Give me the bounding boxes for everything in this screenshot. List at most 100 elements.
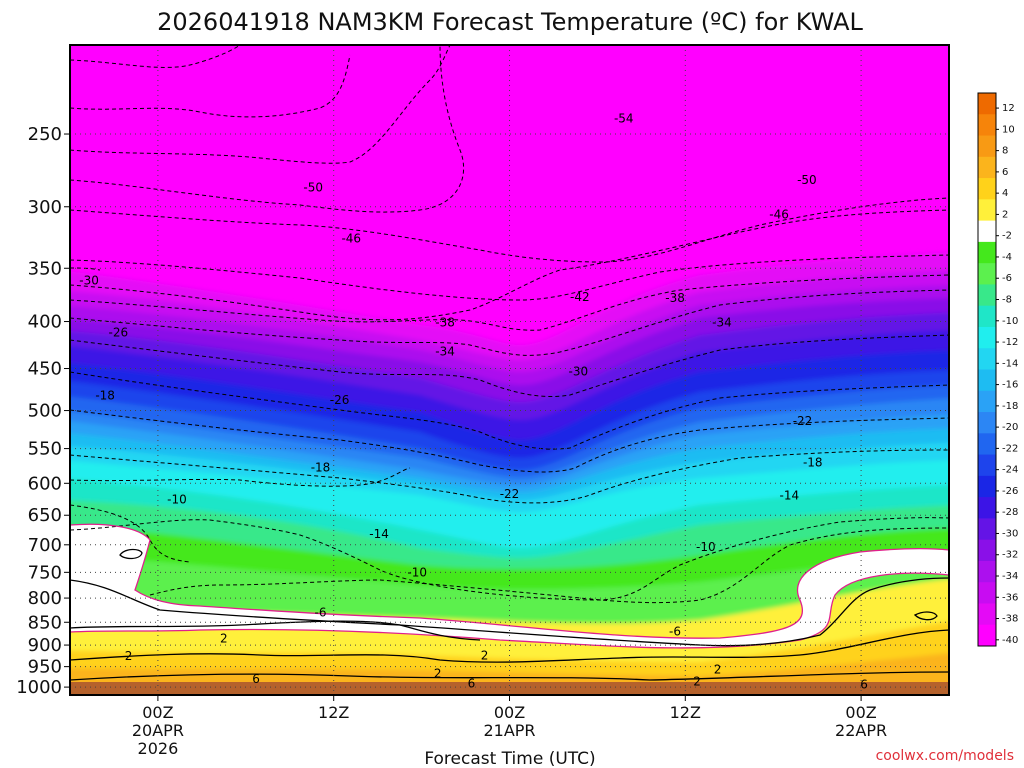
- x-tick-label: 20APR: [132, 721, 184, 740]
- colorbar-swatch: [978, 518, 996, 541]
- contour-label: 2: [693, 675, 701, 689]
- colorbar-label: -38: [1002, 614, 1018, 625]
- colorbar-swatch: [978, 156, 996, 179]
- colorbar-label: -28: [1002, 507, 1018, 518]
- plot-grid: [70, 45, 949, 695]
- y-tick-label: 300: [28, 197, 62, 218]
- colorbar-swatch: [978, 284, 996, 307]
- colorbar-label: -26: [1002, 486, 1018, 497]
- contour-label: -34: [435, 344, 455, 358]
- colorbar-label: 10: [1002, 124, 1015, 135]
- colorbar-label: -10: [1002, 316, 1018, 327]
- colorbar-swatch: [978, 369, 996, 392]
- x-tick-label: 22APR: [835, 721, 887, 740]
- contour-label: 2: [714, 663, 722, 677]
- y-tick-label: 350: [28, 258, 62, 279]
- y-tick-label: 400: [28, 312, 62, 333]
- y-tick-label: 900: [28, 635, 62, 656]
- colorbar-swatch: [978, 390, 996, 413]
- contour-label: -6: [315, 605, 327, 619]
- contour-label: -34: [712, 316, 732, 330]
- contour-label: -26: [330, 393, 350, 407]
- credit-text: coolwx.com/models: [876, 748, 1014, 764]
- colorbar-label: -18: [1002, 401, 1018, 412]
- colorbar-swatch: [978, 624, 996, 647]
- colorbar-label: -22: [1002, 443, 1018, 454]
- colorbar-swatch: [978, 114, 996, 137]
- colorbar-label: -2: [1002, 231, 1012, 242]
- contour-label: -46: [769, 207, 789, 221]
- contour-label: -54: [614, 112, 634, 126]
- colorbar-swatch: [978, 326, 996, 349]
- contour-label: -14: [780, 488, 800, 502]
- colorbar-swatch: [978, 348, 996, 370]
- colorbar: 12 10 8 6 4 2 -2 -4 -6 -8 -10 -12 -14 -16 -18 -20 -22 -24…: [977, 92, 1018, 647]
- contour-label: -46: [341, 231, 361, 245]
- x-tick-label: 00Z: [845, 703, 876, 722]
- colorbar-swatch: [978, 560, 996, 583]
- contour-label: -18: [311, 460, 331, 474]
- colorbar-swatch: [978, 263, 996, 285]
- x-tick-label: 21APR: [483, 721, 535, 740]
- x-tick-label: 00Z: [142, 703, 173, 722]
- colorbar-label: 2: [1002, 209, 1008, 220]
- contour-label: -42: [570, 290, 590, 304]
- colorbar-swatch: [978, 135, 996, 158]
- contour-label: 6: [860, 677, 868, 691]
- y-tick-label: 500: [28, 401, 62, 422]
- colorbar-label: -30: [1002, 528, 1018, 539]
- y-tick-label: 550: [28, 439, 62, 460]
- contour-label: -6: [669, 625, 681, 639]
- y-axis: 2503003504004505005506006507007508008509…: [16, 124, 70, 698]
- contour-label: -38: [665, 291, 685, 305]
- colorbar-swatch: [978, 305, 996, 328]
- colorbar-swatch: [978, 199, 996, 222]
- colorbar-label: -36: [1002, 592, 1018, 603]
- colorbar-swatch: [978, 412, 996, 434]
- contour-value-labels: -54 -50 -50 -46 -46 -42 -38 -38 -34 -34 -30 -30 -26 -…: [79, 112, 868, 692]
- contour-label: -30: [569, 364, 589, 378]
- contour-label: -50: [797, 173, 817, 187]
- contour-label: 2: [481, 649, 489, 663]
- y-tick-label: 450: [28, 359, 62, 380]
- x-tick-label: 12Z: [670, 703, 701, 722]
- contour-label: -50: [303, 180, 323, 194]
- contour-label: 2: [125, 649, 133, 663]
- colorbar-label: -40: [1002, 635, 1018, 646]
- y-tick-label: 600: [28, 473, 62, 494]
- contour-label: -38: [435, 316, 455, 330]
- colorbar-label: -34: [1002, 571, 1018, 582]
- contour-label: -14: [369, 527, 389, 541]
- colorbar-label: -16: [1002, 380, 1018, 391]
- contour-label: -26: [109, 325, 129, 339]
- colorbar-swatch: [978, 220, 996, 243]
- colorbar-swatch: [978, 241, 996, 264]
- contour-label: 2: [434, 666, 442, 680]
- x-axis-title: Forecast Time (UTC): [424, 749, 595, 768]
- colorbar-label: -6: [1002, 273, 1012, 284]
- colorbar-label: -12: [1002, 337, 1018, 348]
- y-tick-label: 700: [28, 535, 62, 556]
- contour-label: -18: [803, 455, 823, 469]
- colorbar-label: -8: [1002, 295, 1012, 306]
- contour-label: -22: [500, 487, 520, 501]
- contour-label: -18: [95, 388, 115, 402]
- y-tick-label: 800: [28, 588, 62, 609]
- colorbar-swatch: [978, 497, 996, 519]
- colorbar-swatch: [978, 475, 996, 498]
- colorbar-swatch: [978, 539, 996, 562]
- colorbar-label: -24: [1002, 465, 1018, 476]
- colorbar-label: -14: [1002, 358, 1018, 369]
- chart-title: 2026041918 NAM3KM Forecast Temperature (…: [157, 8, 863, 36]
- colorbar-label: -4: [1002, 252, 1012, 263]
- colorbar-swatch: [978, 454, 996, 477]
- x-tick-label: 12Z: [318, 703, 349, 722]
- colorbar-swatch: [978, 603, 996, 626]
- colorbar-swatch: [978, 582, 996, 604]
- colorbar-label: -32: [1002, 550, 1018, 561]
- contour-label: -10: [167, 492, 187, 506]
- y-tick-label: 650: [28, 505, 62, 526]
- contour-label: 6: [468, 676, 476, 690]
